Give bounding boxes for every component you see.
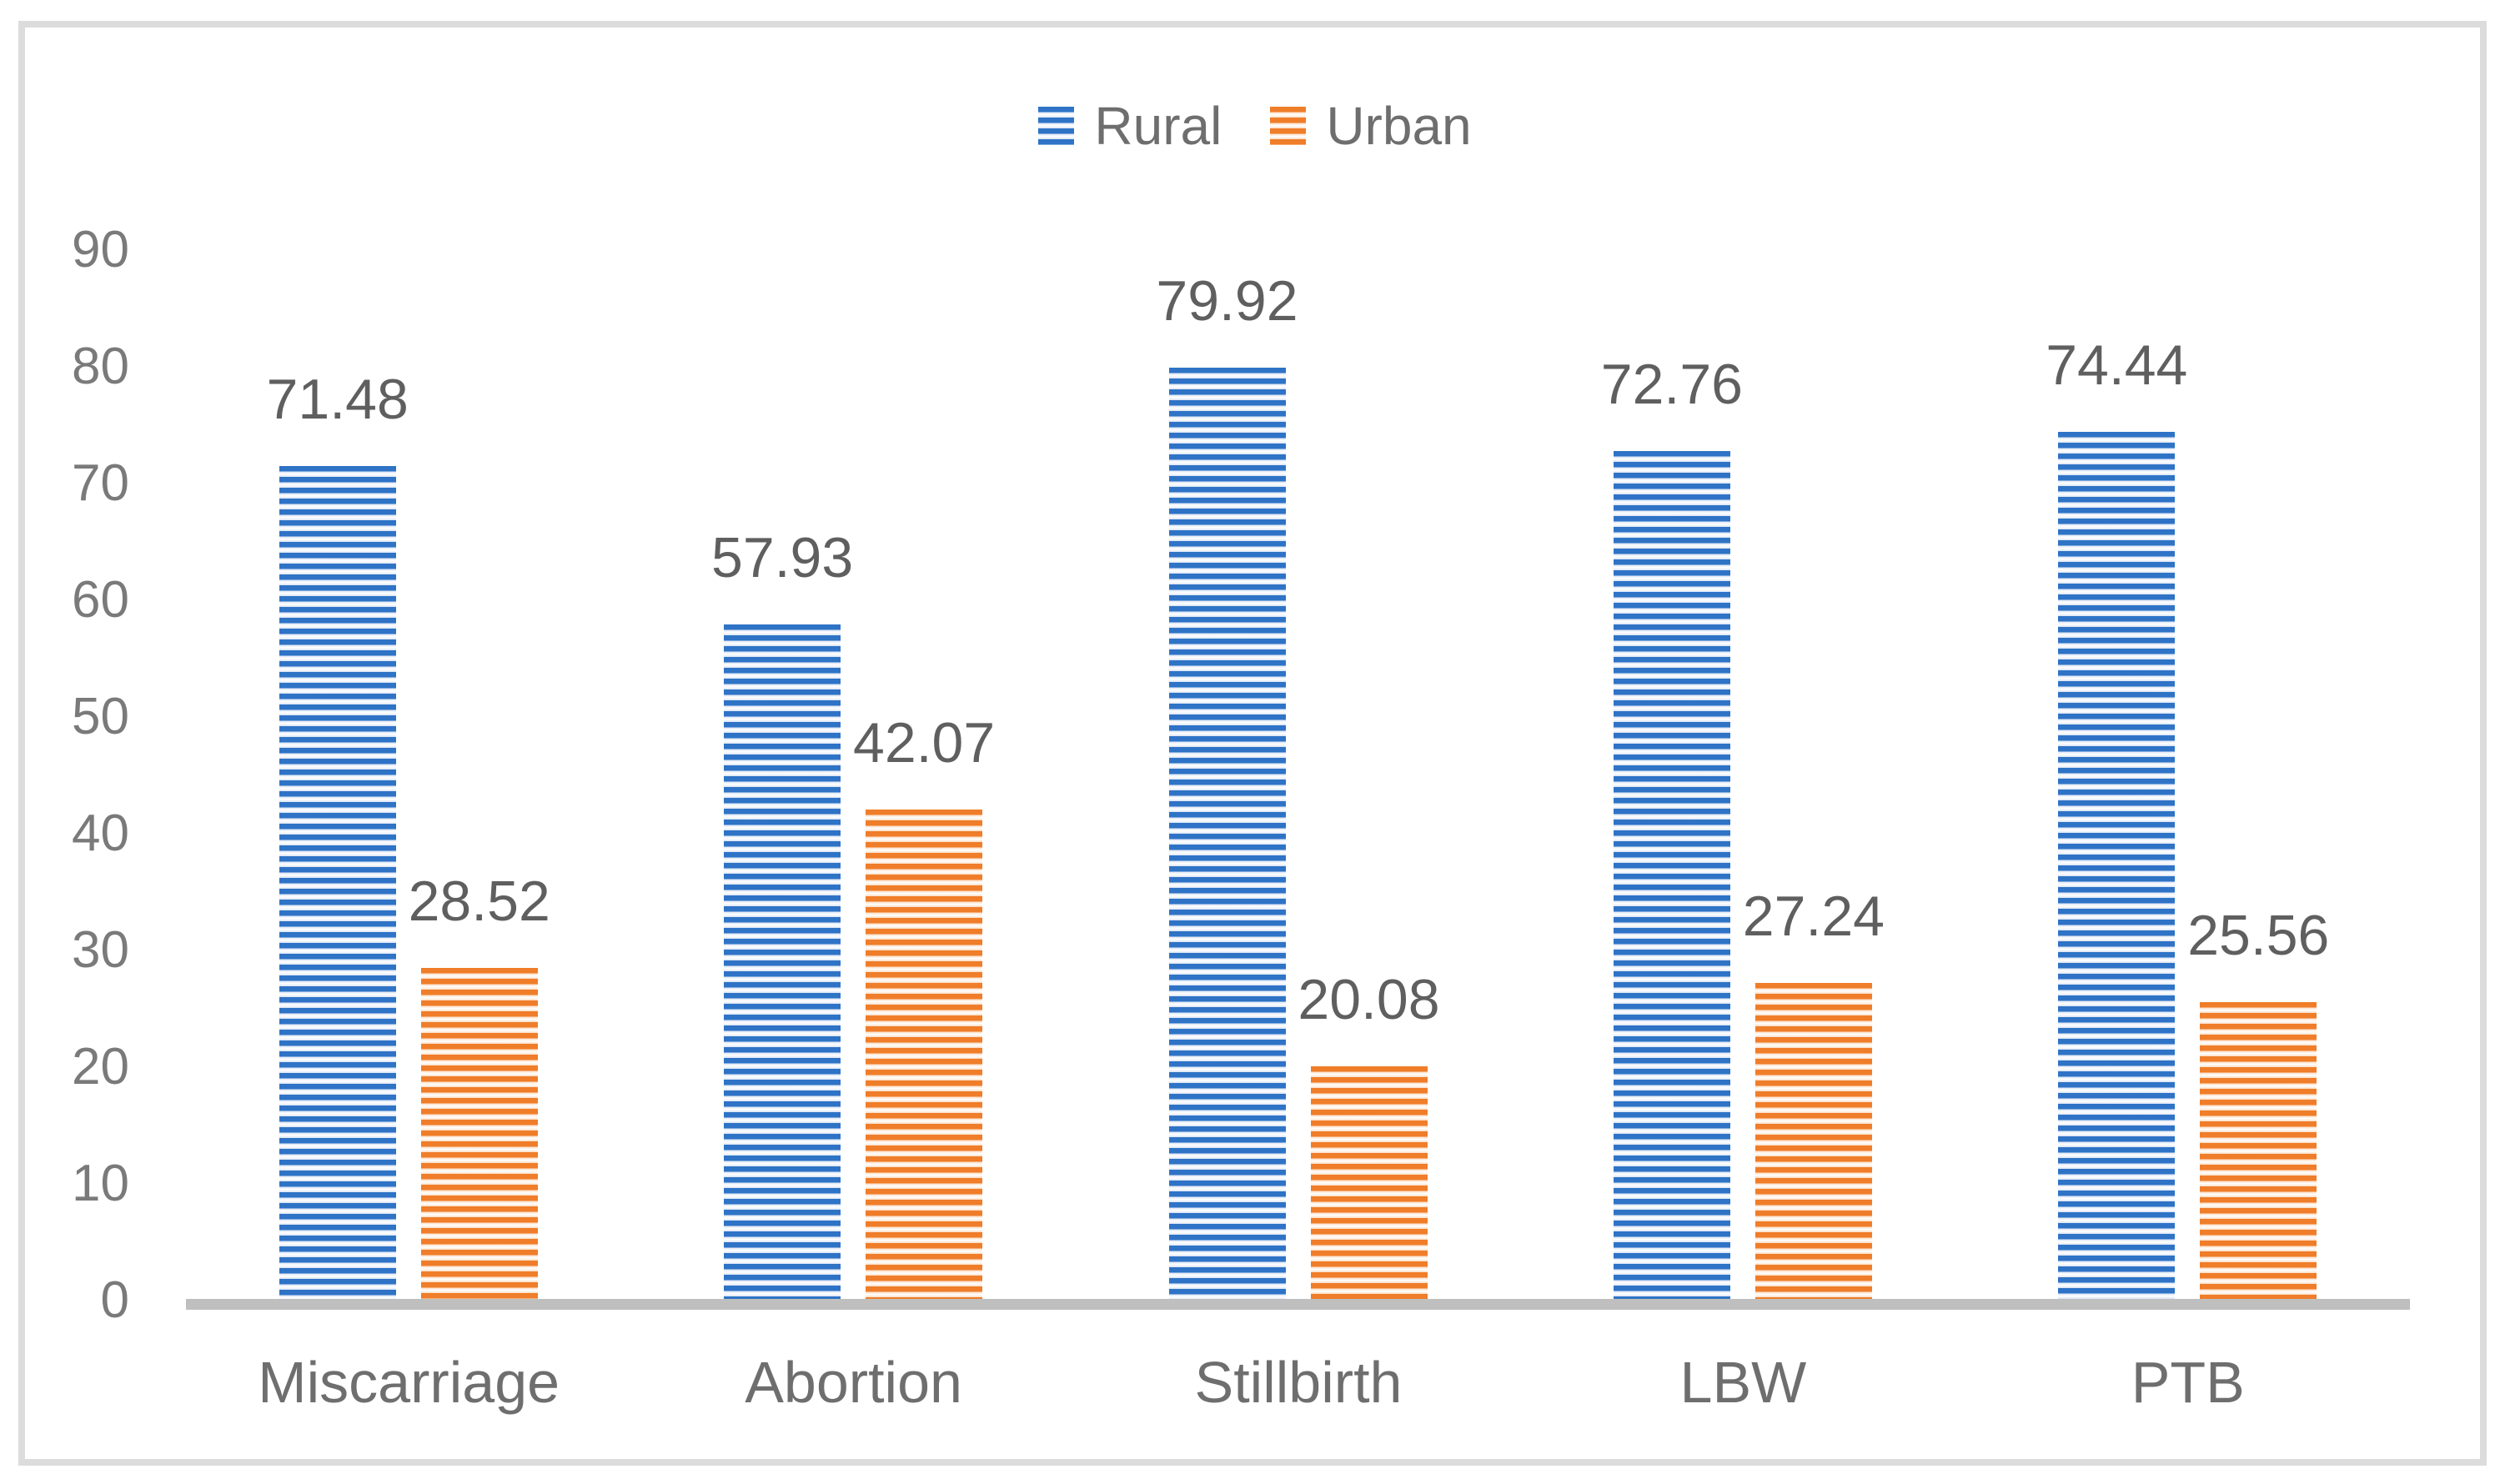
legend-label-rural: Rural (1094, 96, 1222, 156)
x-axis-category-label-lbw: LBW (1679, 1350, 1807, 1415)
value-label-urban-stillbirth: 20.08 (1298, 967, 1440, 1031)
bar-urban-miscarriage (420, 967, 538, 1301)
legend: Rural Urban (0, 86, 2510, 166)
y-axis-tick-label: 0 (100, 1271, 129, 1329)
value-label-urban-lbw: 27.24 (1742, 884, 1885, 948)
x-axis-category-label-stillbirth: Stillbirth (1194, 1350, 1403, 1415)
y-axis-tick-label: 40 (72, 805, 129, 862)
value-label-urban-abortion: 42.07 (853, 711, 996, 775)
bar-rural-ptb (2058, 431, 2176, 1301)
y-axis-tick-label: 30 (72, 921, 129, 979)
bar-urban-stillbirth (1310, 1065, 1428, 1301)
legend-item-rural: Rural (1038, 99, 1222, 153)
y-axis-tick-label: 20 (72, 1038, 129, 1095)
bar-rural-abortion (724, 624, 841, 1301)
value-label-rural-abortion: 57.93 (711, 525, 854, 589)
bar-rural-lbw (1613, 451, 1730, 1301)
x-axis-category-label-miscarriage: Miscarriage (258, 1350, 560, 1415)
value-label-rural-stillbirth: 79.92 (1156, 269, 1298, 333)
y-axis-tick-label: 50 (72, 688, 129, 745)
bar-urban-ptb (2200, 1002, 2317, 1301)
y-axis-tick-label: 90 (72, 221, 129, 278)
bar-urban-lbw (1754, 982, 1872, 1301)
value-label-rural-miscarriage: 71.48 (266, 368, 409, 432)
value-label-urban-ptb: 25.56 (2187, 904, 2330, 968)
y-axis-tick-label: 70 (72, 454, 129, 512)
x-axis-category-label-ptb: PTB (2131, 1350, 2245, 1415)
value-label-rural-ptb: 74.44 (2046, 333, 2188, 397)
value-label-rural-lbw: 72.76 (1600, 353, 1743, 417)
y-axis-tick-label: 80 (72, 338, 129, 395)
legend-swatch-urban-icon (1270, 107, 1307, 145)
bar-rural-stillbirth (1168, 368, 1286, 1301)
y-axis-tick-label: 60 (72, 571, 129, 629)
legend-swatch-rural-icon (1038, 107, 1075, 145)
x-axis-line (186, 1299, 2410, 1310)
bar-urban-abortion (866, 810, 983, 1301)
bar-rural-miscarriage (279, 466, 396, 1301)
value-label-urban-miscarriage: 28.52 (408, 869, 550, 933)
y-axis-tick-label: 10 (72, 1155, 129, 1212)
x-axis-category-label-abortion: Abortion (745, 1350, 962, 1415)
legend-label-urban: Urban (1326, 96, 1472, 156)
legend-item-urban: Urban (1270, 96, 1472, 156)
